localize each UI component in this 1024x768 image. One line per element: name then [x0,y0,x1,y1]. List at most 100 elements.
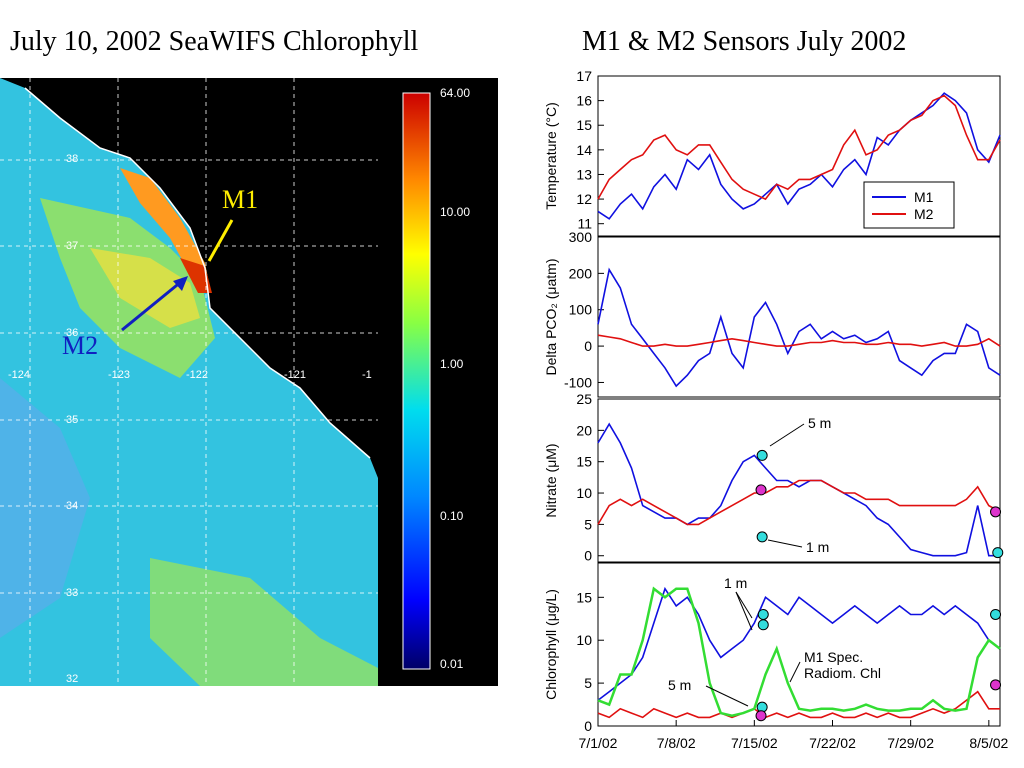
coastline [24,87,371,459]
ytick-label-2-0: 0 [584,548,592,564]
xtick-label-4: 7/29/02 [887,735,934,751]
ytick-label-2-4: 20 [576,422,592,438]
ytick-label-3-2: 10 [576,632,592,648]
sample-point-2-2 [756,531,768,543]
lon-label-121: -121 [284,369,306,381]
series-line-1-1 [597,334,1001,347]
series-line-2-1 [597,479,1001,526]
ylabel-0: Temperature (°C) [543,102,559,210]
lat-label-32: 32 [66,673,78,685]
chl-arrow-1m-a [735,591,753,619]
chl-arrow-spec [789,661,801,683]
m1-pointer-arrow [207,219,234,262]
nitrate-annotation-5m: 5 m [808,415,831,431]
legend-box [863,181,955,229]
lat-label-36: 36 [66,327,78,339]
colorbar-tick-64: 64.00 [440,86,470,100]
m2-pointer-arrow [121,279,183,332]
ytick-label-3-3: 15 [576,589,592,605]
ytick-label-0-0: 11 [577,216,592,232]
lat-label-37: 37 [66,240,78,252]
sample-point-2-3 [990,506,1002,518]
ytick-label-0-5: 16 [576,93,592,109]
chlorophyll-coastal-band [120,168,210,288]
colorbar-tick-0-01: 0.01 [440,657,464,671]
seawifs-chlorophyll-map: 38 37 36 35 34 33 32 -124 -123 -122 -121… [0,78,498,686]
legend-label-1: M2 [914,206,934,222]
series-line-3-0 [597,586,1001,701]
chl-arrow-5m [705,685,749,707]
lon-label-122: -122 [186,369,208,381]
m2-map-label: M2 [62,331,98,360]
charts-title: M1 & M2 Sensors July 2002 [582,26,907,57]
series-line-1-0 [597,267,1001,388]
colorbar-tick-0-1: 0.10 [440,509,464,523]
ytick-label-0-1: 12 [576,191,592,207]
colorbar-panel [378,78,498,686]
sample-point-2-0 [756,449,768,461]
lat-label-38: 38 [66,153,78,165]
map-grid [0,78,378,686]
lon-label-120: -1 [362,369,372,381]
chart-panel-2: 0 5 10 15 20 25 Nitrate (μM) [543,391,1004,564]
ytick-label-0-4: 15 [576,117,592,133]
chl-annotation-spec-2: Radiom. Chl [804,665,881,681]
sample-point-2-4 [992,547,1004,559]
sample-point-2-1 [755,484,767,496]
chl-annotation-1m: 1 m [724,575,747,591]
chlorophyll-yellow-swirl [90,248,200,328]
xtick-label-5: 8/5/02 [969,735,1008,751]
colorbar-tick-1: 1.00 [440,357,464,371]
map-title: July 10, 2002 SeaWIFS Chlorophyll [10,26,419,57]
nitrate-arrow-1m [767,539,803,548]
series-line-0-0 [597,92,1001,220]
ytick-label-3-0: 0 [584,718,592,734]
plot-frame-1 [597,236,1001,398]
chart-panel-3: 0 5 10 15 Chlorophyll (μg/L) 7/1/02 7/8/02 7/15… [543,562,1009,751]
chl-annotation-spec-1: M1 Spec. [804,649,863,665]
southern-green-plume [150,558,378,686]
ylabel-2: Nitrate (μM) [543,443,559,517]
colorbar [402,92,431,670]
chl-arrow-1m-b [735,591,753,631]
sample-point-3-1 [757,619,769,631]
sample-point-3-3 [755,710,767,722]
m1-map-label: M1 [222,185,258,214]
chl-annotation-5m: 5 m [668,677,691,693]
xtick-label-3: 7/22/02 [809,735,856,751]
m2-arrowhead [173,276,188,291]
ytick-label-1-3: 200 [569,265,593,281]
xtick-label-2: 7/15/02 [731,735,778,751]
ylabel-3: Chlorophyll (μg/L) [543,589,559,700]
series-line-3-2 [597,586,1001,717]
series-line-0-1 [597,94,1001,201]
chart-panel-1: -100 0 100 200 300 Delta PCO₂ (μatm) [543,229,1001,398]
colorbar-tick-10: 10.00 [440,205,470,219]
ytick-label-0-6: 17 [576,68,592,84]
ytick-label-1-4: 300 [569,229,593,245]
ylabel-1: Delta PCO₂ (μatm) [543,259,559,376]
lat-label-35: 35 [66,414,78,426]
plot-frame-3 [597,562,1001,727]
ytick-label-2-2: 10 [576,485,592,501]
nitrate-annotation-1m: 1 m [806,539,829,555]
xtick-label-1: 7/8/02 [657,735,696,751]
lon-label-123: -123 [108,369,130,381]
lat-label-33: 33 [66,587,78,599]
offshore-zone [0,378,90,638]
series-line-2-0 [597,422,1000,557]
legend-label-0: M1 [914,189,934,205]
ytick-label-2-3: 15 [576,454,592,470]
xtick-label-0: 7/1/02 [579,735,618,751]
ytick-label-1-1: 0 [584,338,592,354]
lat-label-34: 34 [66,500,78,512]
ytick-label-0-2: 13 [576,166,592,182]
sample-point-3-4 [990,608,1002,620]
ytick-label-0-3: 14 [576,142,592,158]
sample-point-3-0 [757,608,769,620]
ytick-label-2-5: 25 [576,391,592,407]
ytick-label-1-0: -100 [564,374,592,390]
ytick-label-1-2: 100 [569,302,593,318]
